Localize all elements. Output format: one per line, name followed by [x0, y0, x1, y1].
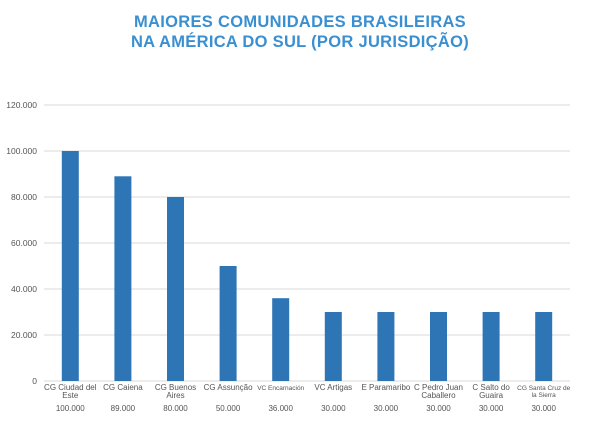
value-label: 50.000	[216, 404, 241, 413]
bar	[114, 176, 132, 381]
category-label: E Paramaribo	[361, 383, 410, 392]
value-label: 30.000	[479, 404, 504, 413]
y-tick-label: 0	[32, 376, 37, 386]
bar	[272, 298, 290, 381]
gridlines	[44, 104, 570, 382]
value-labels: 100.000 89.000 80.000 50.000 36.000 30.000 30.…	[56, 404, 557, 413]
value-label: 80.000	[163, 404, 188, 413]
y-tick-label: 80.000	[11, 192, 37, 202]
bar	[482, 312, 500, 381]
category-label: Este	[62, 391, 79, 400]
category-label: C Pedro Juan	[414, 383, 463, 392]
category-label: CG Ciudad del	[44, 383, 97, 392]
value-label: 89.000	[111, 404, 136, 413]
y-axis-ticks: 0 20.000 40.000 60.000 80.000 100.000 120.000	[6, 100, 37, 386]
chart-title-line-2: NA AMÉRICA DO SUL (POR JURISDIÇÃO)	[130, 33, 470, 51]
y-tick-label: 120.000	[6, 100, 37, 110]
category-label: VC Encarnación	[257, 385, 304, 392]
category-label: la Sierra	[532, 392, 557, 399]
value-label: 30.000	[321, 404, 346, 413]
value-label: 30.000	[426, 404, 451, 413]
chart-title-line-1: MAIORES COMUNIDADES BRASILEIRAS	[134, 13, 466, 31]
category-label: Aires	[166, 391, 184, 400]
y-tick-label: 100.000	[6, 146, 37, 156]
bar	[324, 312, 342, 381]
bars	[61, 151, 553, 381]
bar	[535, 312, 553, 381]
category-label: C Salto do	[472, 383, 510, 392]
category-label: CG Assunção	[204, 383, 253, 392]
y-tick-label: 40.000	[11, 284, 37, 294]
category-label: CG Buenos	[155, 383, 196, 392]
category-label: CG Santa Cruz de	[517, 385, 570, 392]
value-label: 36.000	[268, 404, 293, 413]
bar	[167, 197, 184, 381]
category-label: Guaira	[479, 391, 504, 400]
category-label: VC Artigas	[314, 383, 352, 392]
bar	[61, 151, 79, 381]
value-label: 100.000	[56, 404, 85, 413]
category-label: CG Caiena	[103, 383, 143, 392]
bar	[219, 266, 237, 381]
value-label: 30.000	[374, 404, 399, 413]
category-label: Caballero	[421, 391, 456, 400]
y-tick-label: 20.000	[11, 330, 37, 340]
y-tick-label: 60.000	[11, 238, 37, 248]
value-label: 30.000	[531, 404, 556, 413]
bar	[430, 312, 447, 381]
bar	[377, 312, 395, 381]
